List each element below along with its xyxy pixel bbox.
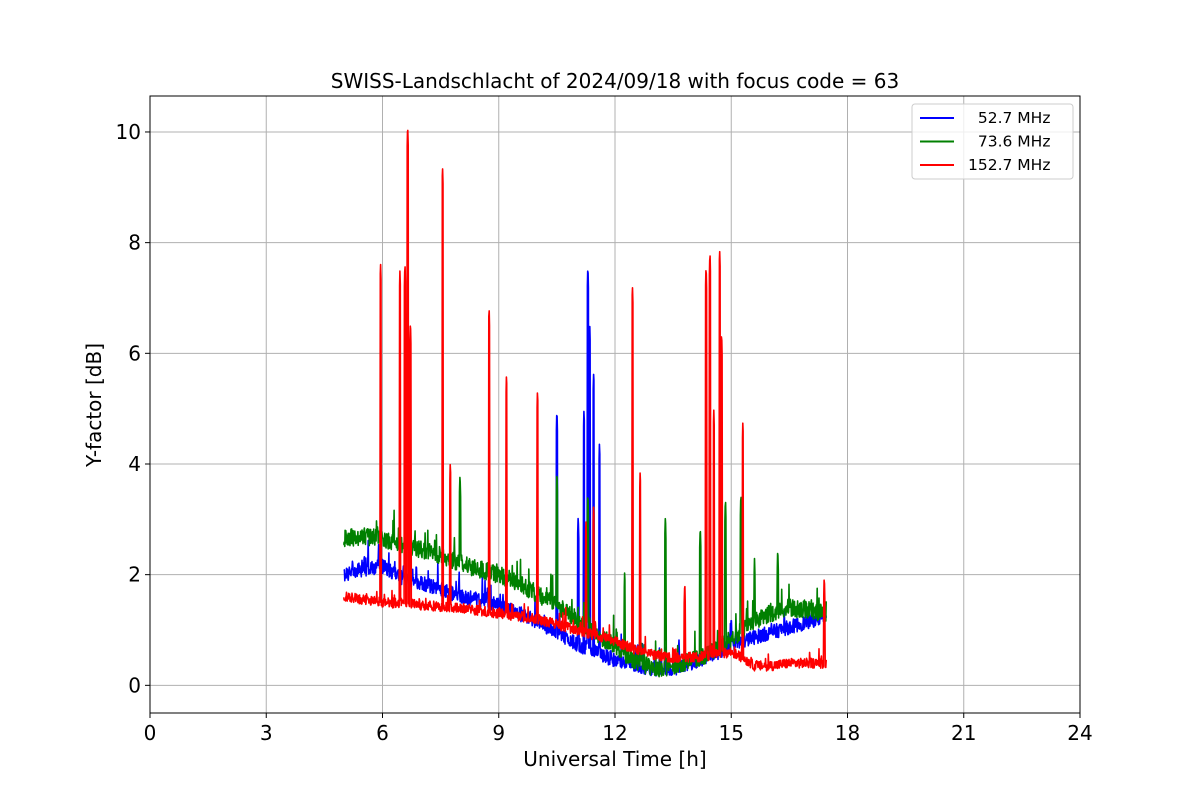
x-tick-label: 3 <box>260 721 273 745</box>
x-tick-label: 21 <box>951 721 976 745</box>
y-tick-label: 4 <box>128 452 141 476</box>
x-tick-label: 6 <box>376 721 389 745</box>
y-axis-label: Y-factor [dB] <box>82 343 106 468</box>
y-tick-label: 0 <box>128 673 141 697</box>
x-tick-label: 0 <box>144 721 157 745</box>
x-axis-label: Universal Time [h] <box>523 747 706 771</box>
legend-label-73-6-mhz: 73.6 MHz <box>968 133 1050 151</box>
y-tick-label: 2 <box>128 563 141 587</box>
legend-label-152-7-mhz: 152.7 MHz <box>968 156 1050 174</box>
series-layer <box>343 129 827 678</box>
legend-label-52-7-mhz: 52.7 MHz <box>968 109 1050 127</box>
x-tick-label: 12 <box>602 721 627 745</box>
y-tick-label: 6 <box>128 341 141 365</box>
legend-box <box>911 103 1074 180</box>
series-line-52-7-mhz <box>343 270 827 677</box>
series-line-152-7-mhz <box>343 129 827 672</box>
x-tick-label: 24 <box>1067 721 1092 745</box>
chart-title: SWISS-Landschlacht of 2024/09/18 with fo… <box>331 69 899 93</box>
legend: 52.7 MHz 73.6 MHz 152.7 MHz <box>911 103 1074 180</box>
x-tick-label: 18 <box>835 721 860 745</box>
x-tick-label: 15 <box>719 721 744 745</box>
y-tick-label: 10 <box>116 120 141 144</box>
y-tick-label: 8 <box>128 231 141 255</box>
x-tick-label: 9 <box>492 721 505 745</box>
